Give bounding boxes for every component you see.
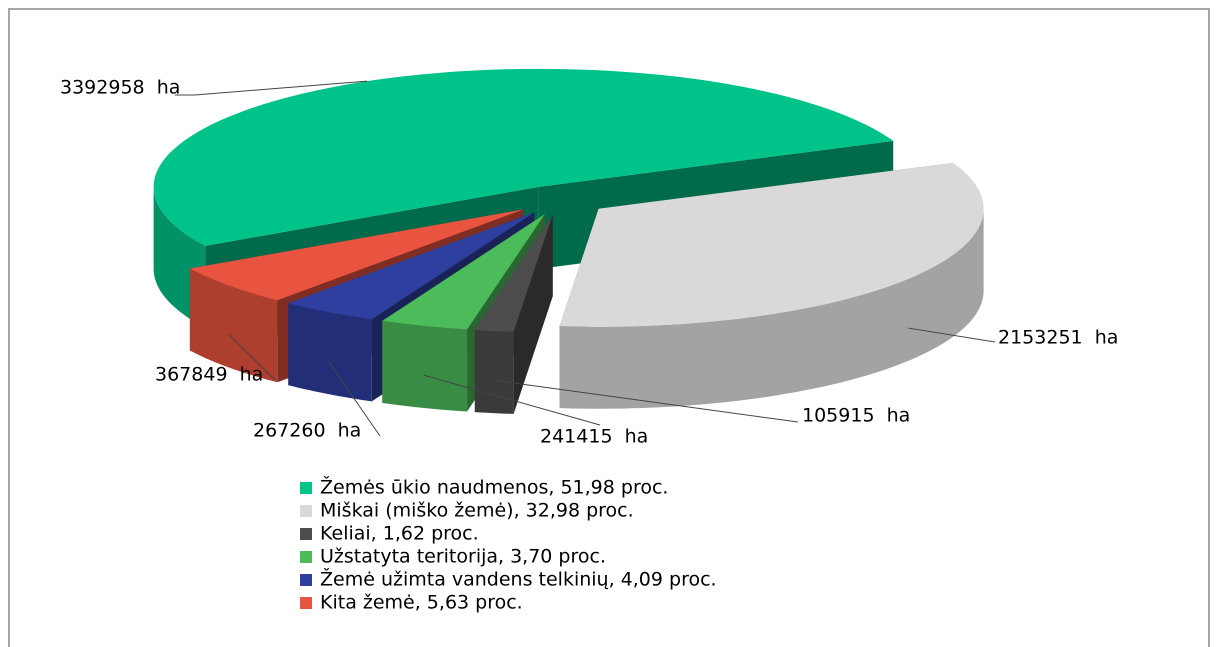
data-label: 267260 ha (253, 420, 361, 442)
data-label: 3392958 ha (60, 77, 180, 99)
data-label: 2153251 ha (998, 327, 1118, 349)
chart-frame (8, 8, 1210, 647)
leader-line (327, 361, 381, 437)
slice-wall (189, 268, 278, 383)
legend-label: Kita žemė, 5,63 proc. (320, 592, 523, 614)
legend-swatch (300, 597, 312, 609)
slice-wall (474, 330, 514, 414)
leader-line (494, 379, 799, 423)
slice-wall (559, 208, 984, 409)
legend-swatch (300, 574, 312, 586)
legend-label: Žemės ūkio naudmenos, 51,98 proc. (320, 476, 668, 499)
legend-label: Žemė užimta vandens telkinių, 4,09 proc. (320, 568, 717, 591)
slice (382, 213, 545, 330)
slice (189, 209, 524, 301)
legend-label: Miškai (miško žemė), 32,98 proc. (320, 500, 634, 522)
slice (559, 162, 984, 327)
slice (474, 214, 553, 332)
legend-swatch (300, 528, 312, 540)
data-label: 241415 ha (540, 426, 648, 448)
slice (153, 68, 894, 246)
slice-wall (382, 320, 468, 412)
leader-line (175, 80, 368, 96)
legend-swatch (300, 482, 312, 494)
slice-wall (288, 303, 372, 402)
legend-label: Užstatyta teritorija, 3,70 proc. (320, 546, 606, 568)
slice (288, 212, 535, 320)
data-label: 367849 ha (155, 364, 263, 386)
leader-line (423, 374, 601, 426)
legend-label: Keliai, 1,62 proc. (320, 523, 479, 545)
leader-line (908, 327, 996, 343)
legend-swatch (300, 551, 312, 563)
leader-line (228, 334, 276, 381)
data-label: 105915 ha (802, 405, 910, 427)
legend-swatch (300, 505, 312, 517)
